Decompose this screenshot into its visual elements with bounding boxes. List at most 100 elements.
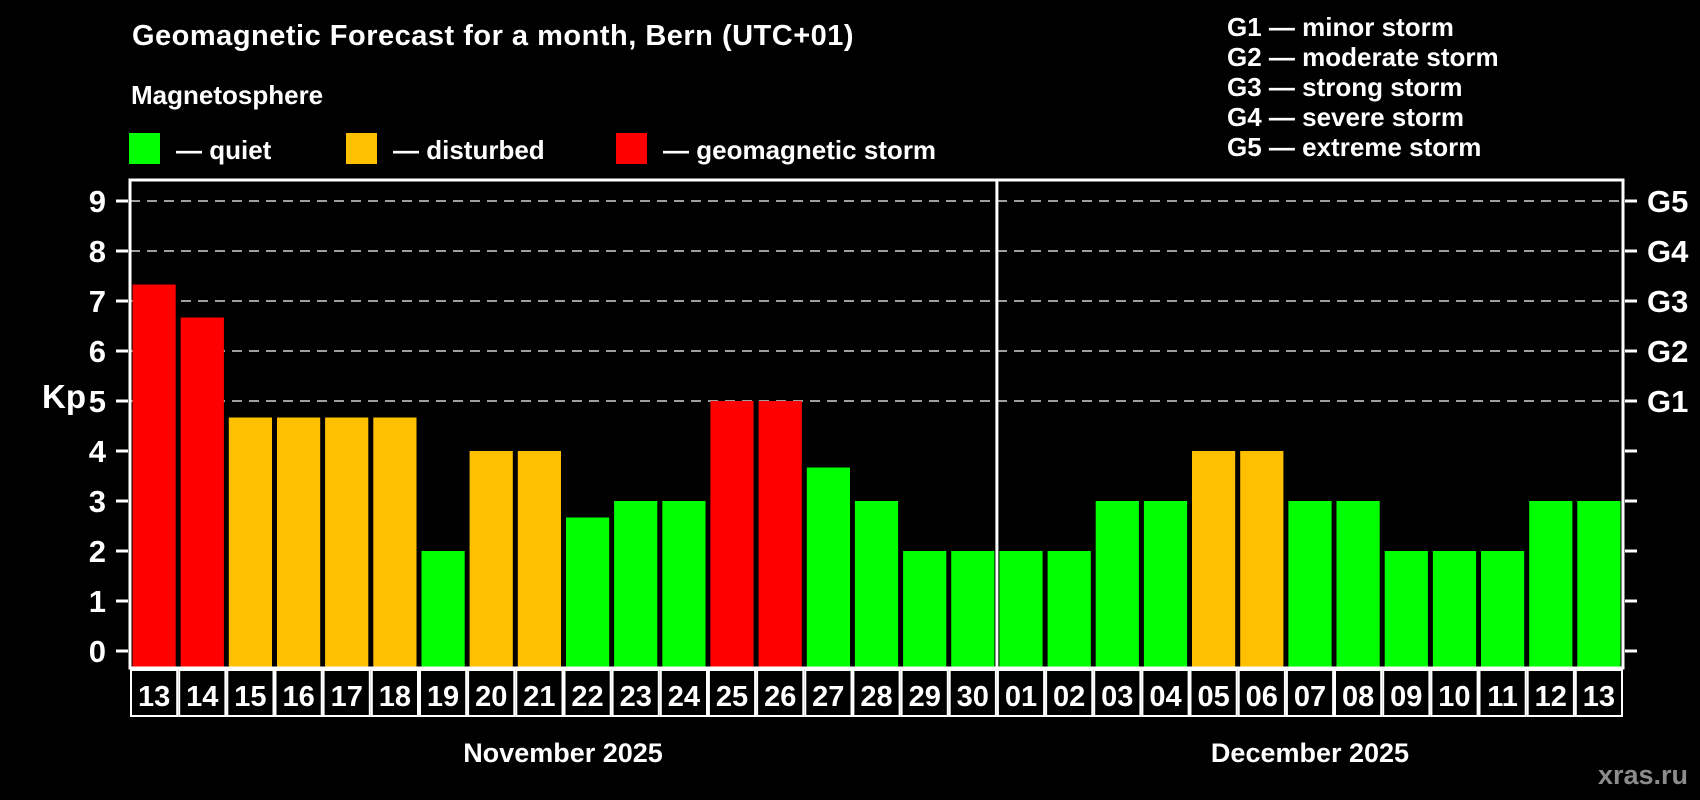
day-label-22: 22 <box>571 681 603 713</box>
bar-day-20 <box>469 451 513 668</box>
day-label-15: 15 <box>234 681 266 713</box>
bar-day-17 <box>325 417 369 668</box>
page-title: Geomagnetic Forecast for a month, Bern (… <box>132 20 855 52</box>
day-cell-23 <box>611 669 660 717</box>
day-label-13: 13 <box>1583 681 1615 713</box>
day-cell-10 <box>1430 669 1479 717</box>
day-cell-06 <box>1237 669 1286 717</box>
day-label-07: 07 <box>1294 681 1326 713</box>
bar-day-05 <box>1192 451 1236 668</box>
day-cell-13 <box>130 669 179 717</box>
bar-day-08 <box>1336 501 1380 668</box>
y-tick-label-5: 5 <box>89 384 106 419</box>
day-label-23: 23 <box>620 681 652 713</box>
day-cell-22 <box>563 669 612 717</box>
plot-frame <box>128 178 1625 670</box>
day-label-17: 17 <box>331 681 363 713</box>
bar-day-09 <box>1384 551 1428 668</box>
day-label-13: 13 <box>138 681 170 713</box>
day-cell-30 <box>948 669 997 717</box>
g-level-label-G1: G1 <box>1647 384 1688 419</box>
day-cell-11 <box>1478 669 1527 717</box>
day-label-12: 12 <box>1535 681 1567 713</box>
day-cell-07 <box>1285 669 1335 717</box>
y-tick-label-6: 6 <box>89 334 106 369</box>
month-label-november: November 2025 <box>463 738 663 768</box>
disturbed-legend-label: — disturbed <box>393 135 545 165</box>
day-label-18: 18 <box>379 681 411 713</box>
day-label-29: 29 <box>909 681 941 713</box>
day-cell-15 <box>226 669 275 717</box>
disturbed-swatch-icon <box>346 133 377 164</box>
g4-legend-line: G4 — severe storm <box>1227 102 1465 132</box>
day-cell-04 <box>1141 669 1190 717</box>
day-cell-24 <box>659 669 708 717</box>
watermark: xras.ru <box>1597 760 1688 790</box>
day-cell-17 <box>322 669 371 717</box>
bar-day-07 <box>1288 501 1332 668</box>
bar-day-27 <box>806 467 850 668</box>
day-cell-02 <box>1045 669 1094 717</box>
bar-day-22 <box>566 517 610 668</box>
bar-day-25 <box>710 401 754 668</box>
g-level-label-G3: G3 <box>1647 284 1688 319</box>
bar-day-26 <box>758 401 802 668</box>
day-label-16: 16 <box>282 681 314 713</box>
day-cell-14 <box>178 669 227 717</box>
day-cell-20 <box>467 669 516 717</box>
day-cell-27 <box>804 669 853 717</box>
y-tick-label-7: 7 <box>89 284 106 319</box>
day-cell-09 <box>1382 669 1431 717</box>
day-cell-25 <box>707 669 757 717</box>
bar-day-24 <box>662 501 706 668</box>
day-label-11: 11 <box>1487 681 1518 713</box>
day-cell-26 <box>756 669 805 717</box>
y-tick-label-0: 0 <box>89 634 106 669</box>
day-label-05: 05 <box>1197 681 1229 713</box>
y-tick-label-9: 9 <box>89 184 106 219</box>
day-cell-28 <box>852 669 901 717</box>
day-cell-12 <box>1526 669 1575 717</box>
y-tick-label-8: 8 <box>89 234 106 269</box>
day-label-20: 20 <box>475 681 507 713</box>
bar-day-02 <box>1047 551 1091 668</box>
g1-legend-line: G1 — minor storm <box>1227 12 1454 42</box>
bar-day-19 <box>421 551 465 668</box>
day-cell-05 <box>1189 669 1238 717</box>
day-label-21: 21 <box>523 681 555 713</box>
day-label-30: 30 <box>957 681 989 713</box>
bar-day-03 <box>1095 501 1139 668</box>
g3-legend-line: G3 — strong storm <box>1227 72 1463 102</box>
g-level-label-G2: G2 <box>1647 334 1688 369</box>
bar-day-11 <box>1481 551 1525 668</box>
bar-day-16 <box>277 417 321 668</box>
g-level-label-G4: G4 <box>1647 234 1689 269</box>
day-label-27: 27 <box>812 681 844 713</box>
day-label-01: 01 <box>1005 681 1037 713</box>
day-label-08: 08 <box>1342 681 1374 713</box>
bar-day-13 <box>132 284 176 668</box>
day-label-09: 09 <box>1390 681 1422 713</box>
day-cell-29 <box>900 669 949 717</box>
bar-day-18 <box>373 417 417 668</box>
bar-day-14 <box>180 317 224 668</box>
day-label-10: 10 <box>1438 681 1470 713</box>
g-scale-legend: G1 — minor storm G2 — moderate storm G3 … <box>1227 12 1499 162</box>
bar-day-15 <box>228 417 272 668</box>
day-label-24: 24 <box>668 681 700 713</box>
y-tick-label-2: 2 <box>89 534 106 569</box>
y-tick-label-1: 1 <box>89 584 106 619</box>
day-label-06: 06 <box>1246 681 1278 713</box>
magnetosphere-label: Magnetosphere <box>131 80 324 110</box>
g-level-label-G5: G5 <box>1647 184 1688 219</box>
day-cell-18 <box>370 669 419 717</box>
g2-legend-line: G2 — moderate storm <box>1227 42 1499 72</box>
day-cell-13 <box>1574 669 1624 717</box>
g5-legend-line: G5 — extreme storm <box>1227 132 1482 162</box>
bar-day-13 <box>1577 501 1621 668</box>
bar-day-28 <box>854 501 899 668</box>
day-cell-01 <box>996 669 1046 717</box>
storm-legend-label: — geomagnetic storm <box>663 135 937 165</box>
